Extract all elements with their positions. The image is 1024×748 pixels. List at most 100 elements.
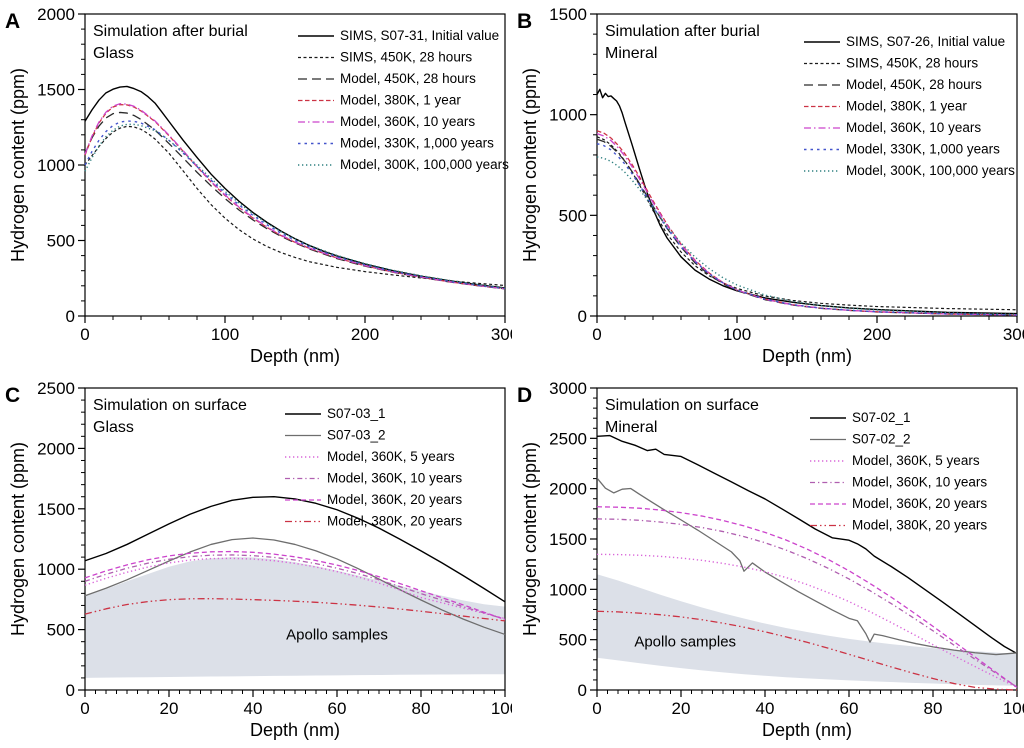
x-axis: 0 100 200 300 (80, 316, 512, 344)
y-tick-label: 3000 (549, 379, 587, 398)
legend-label: SIMS, S07-31, Initial value (340, 28, 499, 43)
legend-entry: S07-03_2 (285, 428, 386, 443)
legend-label: Model, 380K, 20 years (327, 514, 462, 529)
legend: S07-02_1 S07-02_2 Model, 360K, 5 years Mode… (810, 410, 987, 533)
y-tick-label: 0 (578, 681, 587, 700)
legend-entry: Model, 360K, 10 years (804, 120, 981, 135)
legend-entry: Model, 380K, 20 years (810, 518, 987, 533)
x-tick-label: 0 (592, 699, 601, 718)
apollo-band (597, 574, 1017, 686)
panel-title: Simulation after burial (93, 23, 248, 40)
y-tick-label: 1500 (549, 530, 587, 549)
y-tick-label: 500 (559, 206, 587, 225)
panel-title: Simulation on surface (605, 397, 759, 414)
legend-entry: SIMS, S07-31, Initial value (298, 28, 499, 43)
y-tick-label: 0 (66, 307, 75, 326)
y-tick-label: 500 (559, 631, 587, 650)
legend-label: Model, 380K, 1 year (340, 93, 461, 108)
x-tick-label: 0 (592, 325, 601, 344)
x-axis: 0 20 40 60 80 100 (80, 690, 512, 718)
legend-entry: SIMS, 450K, 28 hours (804, 56, 978, 71)
band-label: Apollo samples (286, 626, 388, 643)
series-model-380k-20-years (596, 610, 1018, 691)
panel-material: Glass (93, 419, 134, 436)
series-model-360k-10-years (84, 554, 506, 620)
y-tick-label: 0 (66, 681, 75, 700)
legend-entry: Model, 380K, 1 year (298, 93, 461, 108)
x-tick-label: 60 (328, 699, 347, 718)
legend-entry: Model, 360K, 5 years (810, 453, 980, 468)
x-axis-title: Depth (nm) (250, 346, 340, 366)
x-tick-label: 60 (840, 699, 859, 718)
x-tick-label: 0 (80, 699, 89, 718)
x-axis-title: Depth (nm) (250, 720, 340, 740)
series-model-300k-100-000-years (596, 156, 1018, 316)
panel-b: 0 100 200 300 0 500 1000 1500 B Simulation after … (517, 5, 1024, 366)
panel-letter: A (5, 10, 20, 33)
y-axis: 0 500 1000 1500 2000 2500 (37, 379, 85, 700)
y-axis-title: Hydrogen content (ppm) (520, 442, 540, 636)
panel-title: Simulation after burial (605, 23, 760, 40)
legend-label: S07-03_2 (327, 428, 386, 443)
legend-label: SIMS, 450K, 28 hours (846, 56, 978, 71)
panel-title: Simulation on surface (93, 397, 247, 414)
y-tick-label: 2500 (549, 429, 587, 448)
legend: SIMS, S07-31, Initial value SIMS, 450K, 2… (298, 28, 509, 172)
x-tick-label: 40 (756, 699, 775, 718)
panel-c: Apollo samples02040608010005001000150020… (5, 379, 512, 740)
x-axis-title: Depth (nm) (762, 720, 852, 740)
legend-label: S07-02_2 (852, 432, 911, 447)
x-tick-label: 100 (491, 699, 512, 718)
y-tick-label: 500 (47, 232, 75, 251)
legend-entry: Model, 380K, 20 years (285, 514, 462, 529)
legend-label: Model, 360K, 5 years (852, 453, 980, 468)
legend-label: SIMS, 450K, 28 hours (340, 50, 472, 65)
x-tick-label: 100 (723, 325, 751, 344)
legend-entry: Model, 330K, 1,000 years (298, 136, 494, 151)
x-tick-label: 20 (672, 699, 691, 718)
legend-entry: S07-03_1 (285, 406, 386, 421)
legend-entry: Model, 330K, 1,000 years (804, 142, 1000, 157)
y-tick-label: 1000 (549, 106, 587, 125)
series-model-380k-20-years (84, 598, 506, 622)
series-s07-03-1 (84, 496, 506, 603)
legend-entry: Model, 450K, 28 hours (804, 77, 982, 92)
x-axis: 0 20 40 60 80 100 (592, 690, 1024, 718)
y-axis: 0 500 1000 1500 2000 (37, 5, 85, 326)
series-model-360k-10-years (84, 103, 506, 290)
series-s07-02-1 (596, 434, 1018, 655)
legend-entry: Model, 360K, 5 years (285, 449, 455, 464)
series-s07-03-2 (84, 537, 506, 636)
series-model-360k-5-years (596, 553, 1018, 688)
series-model-360k-5-years (84, 557, 506, 620)
y-tick-label: 2000 (37, 439, 75, 458)
y-axis-title: Hydrogen content (ppm) (8, 442, 28, 636)
legend-label: Model, 300K, 100,000 years (340, 157, 509, 172)
y-tick-label: 1000 (549, 580, 587, 599)
y-tick-label: 1000 (37, 156, 75, 175)
legend-label: Model, 360K, 10 years (327, 471, 462, 486)
legend-entry: Model, 360K, 10 years (285, 471, 462, 486)
legend-entry: Model, 450K, 28 hours (298, 71, 476, 86)
legend-entry: Model, 360K, 20 years (285, 492, 462, 507)
panel-material: Mineral (605, 45, 657, 62)
series-model-360k-10-years (596, 518, 1018, 688)
x-tick-label: 300 (1003, 325, 1024, 344)
x-tick-label: 200 (863, 325, 891, 344)
y-tick-label: 0 (578, 307, 587, 326)
legend: S07-03_1 S07-03_2 Model, 360K, 5 years Mode… (285, 406, 462, 529)
legend: SIMS, S07-26, Initial value SIMS, 450K, 2… (804, 34, 1015, 178)
y-axis: 0 500 1000 1500 (549, 5, 597, 326)
y-tick-label: 2500 (37, 379, 75, 398)
legend-label: Model, 360K, 20 years (327, 492, 462, 507)
y-tick-label: 1500 (37, 500, 75, 519)
series-model-380k-1-year (84, 103, 506, 290)
x-tick-label: 40 (244, 699, 263, 718)
series-model-330k-1-000-years (596, 142, 1018, 316)
legend-label: Model, 360K, 10 years (852, 475, 987, 490)
series-model-330k-1-000-years (84, 120, 506, 290)
panel-letter: B (517, 10, 532, 33)
apollo-band (85, 557, 505, 678)
panel-material: Mineral (605, 419, 657, 436)
